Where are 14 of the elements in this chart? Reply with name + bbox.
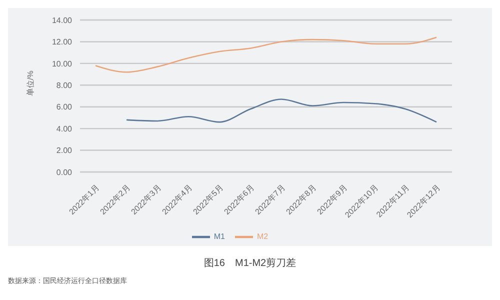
legend-label: M1: [214, 232, 225, 242]
y-axis-title: 单位/%: [26, 70, 35, 96]
text: 图16 M1-M2剪刀差: [202, 256, 298, 270]
line-series: [94, 36, 438, 73]
y-tick-label: 0.00: [56, 168, 73, 177]
y-tick-label: 6.00: [56, 102, 73, 112]
y-tick-label: 14.00: [52, 16, 73, 25]
y-tick-label: 2.00: [56, 146, 73, 156]
legend-label: M2: [257, 232, 268, 242]
y-tick-label: 4.00: [56, 124, 73, 134]
y-tick-label: 10.00: [52, 59, 73, 68]
line-series: [126, 98, 438, 123]
y-tick-label: 8.00: [56, 80, 73, 90]
y-tick-label: 12.00: [52, 38, 73, 47]
